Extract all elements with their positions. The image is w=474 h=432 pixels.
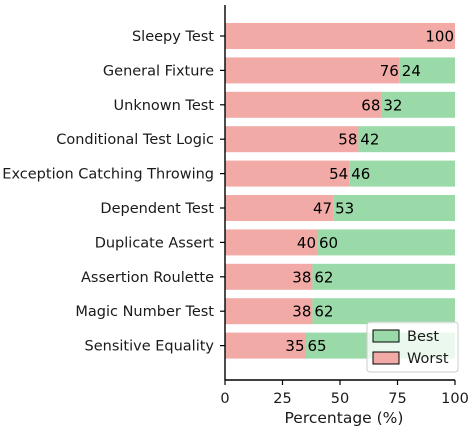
- bar-best: [317, 229, 455, 256]
- category-label: Sensitive Equality: [85, 339, 215, 355]
- bar-best: [349, 160, 455, 187]
- x-tick-label: 75: [388, 391, 406, 407]
- data-label-worst: 100: [425, 28, 454, 46]
- data-label-worst: 68: [361, 96, 380, 114]
- x-tick-label: 50: [331, 391, 349, 407]
- category-label: General Fixture: [103, 63, 214, 79]
- x-tick-label: 0: [220, 391, 229, 407]
- data-label-best: 53: [335, 200, 354, 218]
- data-label-best: 62: [314, 268, 333, 286]
- category-label: Assertion Roulette: [81, 270, 214, 286]
- bar-best: [358, 126, 455, 153]
- legend-swatch-best: [372, 329, 400, 343]
- bar-worst: [225, 23, 455, 49]
- bar-best: [399, 57, 455, 84]
- category-label: Duplicate Assert: [95, 235, 215, 251]
- bars-group: [225, 23, 455, 359]
- x-axis-title: Percentage (%): [285, 409, 404, 427]
- x-tick-label: 25: [273, 391, 291, 407]
- data-label-worst: 38: [292, 268, 311, 286]
- data-label-best: 65: [308, 337, 327, 355]
- category-labels: Sleepy Test General Fixture Unknown Test Co…: [2, 29, 214, 355]
- data-label-best: 32: [383, 96, 402, 114]
- data-label-best: 42: [360, 131, 379, 149]
- data-label-worst: 35: [285, 337, 304, 355]
- legend-swatch-worst: [372, 351, 400, 365]
- bar-worst: [225, 229, 317, 256]
- bar-best: [333, 195, 455, 221]
- data-label-worst: 47: [313, 200, 332, 218]
- category-label: Exception Catching Throwing: [2, 167, 214, 183]
- legend-label-best: Best: [407, 329, 439, 345]
- bar-worst: [225, 126, 359, 153]
- data-label-best: 24: [402, 62, 421, 80]
- bar-worst: [225, 160, 350, 187]
- category-label: Dependent Test: [100, 201, 214, 217]
- bar-best: [312, 298, 455, 325]
- bar-worst: [225, 298, 313, 325]
- category-label: Unknown Test: [114, 98, 215, 114]
- axes: 0 25 50 75 100: [220, 5, 469, 407]
- data-label-best: 46: [351, 165, 370, 183]
- bar-worst: [225, 195, 334, 221]
- data-label-best: 62: [314, 303, 333, 321]
- category-label: Magic Number Test: [75, 304, 214, 320]
- bar-best: [381, 91, 455, 118]
- data-label-worst: 58: [338, 131, 357, 149]
- legend-label-worst: Worst: [407, 351, 449, 367]
- x-tick-label: 100: [441, 391, 469, 407]
- data-label-worst: 40: [297, 234, 316, 252]
- bar-best: [312, 263, 455, 290]
- bar-worst: [225, 57, 400, 84]
- data-label-worst: 38: [292, 303, 311, 321]
- bar-worst: [225, 332, 306, 359]
- bar-worst: [225, 263, 313, 290]
- legend: Best Worst: [366, 321, 459, 373]
- category-label: Sleepy Test: [132, 29, 214, 45]
- data-label-worst: 76: [380, 62, 399, 80]
- data-label-worst: 54: [329, 165, 348, 183]
- category-label: Conditional Test Logic: [56, 132, 214, 148]
- bar-worst: [225, 91, 382, 118]
- data-label-best: 60: [319, 234, 338, 252]
